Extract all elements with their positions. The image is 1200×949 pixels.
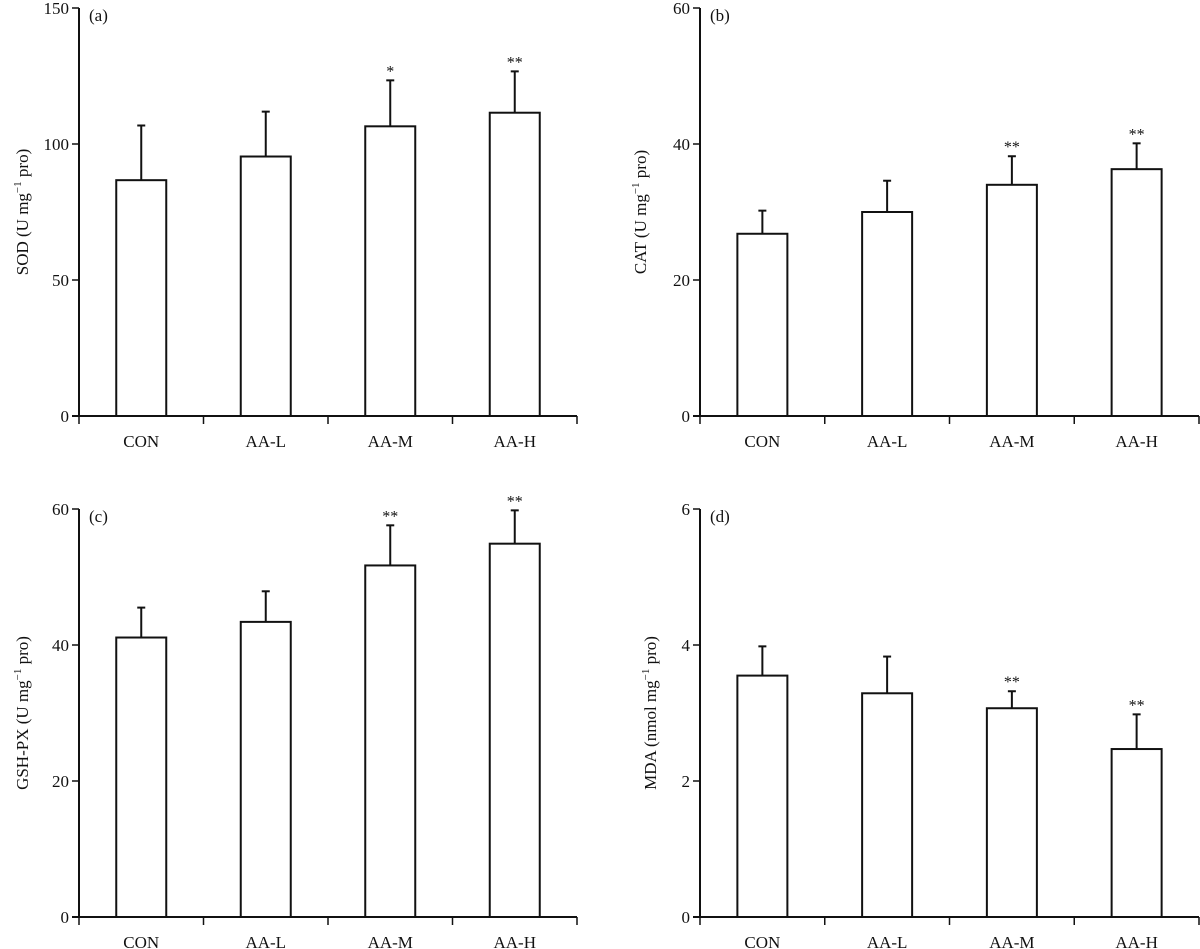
y-tick-label: 2 xyxy=(682,772,691,791)
bar-aa-h xyxy=(488,542,541,918)
significance-marker: ** xyxy=(1004,674,1020,691)
x-tick-label: AA-L xyxy=(245,432,286,451)
bar-aa-m xyxy=(985,707,1038,918)
y-axis-label-tail: pro) xyxy=(641,636,660,669)
y-axis-label-sup: −1 xyxy=(12,181,24,193)
bar-aa-l xyxy=(861,692,914,919)
bar-aa-m xyxy=(364,125,417,417)
y-axis-label-tail: pro) xyxy=(13,149,32,182)
significance-marker: ** xyxy=(1129,126,1145,143)
x-tick-label: CON xyxy=(744,432,780,451)
y-tick-label: 100 xyxy=(44,135,70,154)
y-tick-label: 50 xyxy=(52,271,69,290)
bar-aa-h xyxy=(1110,168,1163,417)
y-tick-label: 40 xyxy=(52,636,69,655)
x-tick-label: CON xyxy=(123,432,159,451)
panel-label: (a) xyxy=(89,6,108,25)
x-tick-label: AA-H xyxy=(1115,933,1158,949)
x-tick-label: AA-H xyxy=(1115,432,1158,451)
x-tick-label: CON xyxy=(744,933,780,949)
y-axis-label-tail: pro) xyxy=(13,636,32,669)
x-tick-label: AA-H xyxy=(494,432,537,451)
x-tick-label: AA-M xyxy=(989,933,1034,949)
x-tick-label: AA-M xyxy=(368,933,413,949)
x-tick-label: AA-L xyxy=(867,432,908,451)
significance-marker: ** xyxy=(1129,697,1145,714)
significance-marker: ** xyxy=(507,493,523,510)
y-axis-label-main: SOD (U mg xyxy=(13,193,32,276)
y-axis-label-main: CAT (U mg xyxy=(631,194,650,274)
y-tick-label: 60 xyxy=(673,0,690,18)
x-tick-label: AA-M xyxy=(368,432,413,451)
panel-label: (c) xyxy=(89,507,108,526)
y-tick-label: 20 xyxy=(52,772,69,791)
x-tick-label: AA-L xyxy=(867,933,908,949)
x-tick-label: AA-L xyxy=(245,933,286,949)
significance-marker: ** xyxy=(382,508,398,525)
y-axis-label-main: GSH-PX (U mg xyxy=(13,680,32,790)
bar-aa-l xyxy=(861,211,914,417)
y-tick-label: 4 xyxy=(682,636,691,655)
x-tick-label: AA-H xyxy=(494,933,537,949)
y-axis-label: MDA (nmol mg−1 pro) xyxy=(640,636,660,790)
y-tick-label: 20 xyxy=(673,271,690,290)
chart-panel-b: 0 20 40 60 CON AA-L ** AA-M ** AA-H (b) CAT (U mg−1… xyxy=(630,0,1200,451)
bar-aa-m xyxy=(985,183,1038,417)
chart-panel-c: 0 20 40 60 CON AA-L ** AA-M ** AA-H (c) GSH-PX (U m… xyxy=(12,493,578,949)
y-axis-label-main: MDA (nmol mg xyxy=(641,680,660,790)
x-tick-label: AA-M xyxy=(989,432,1034,451)
significance-marker: * xyxy=(386,63,394,80)
y-axis-label-sup: −1 xyxy=(12,669,24,681)
panel-label: (d) xyxy=(710,507,730,526)
bar-aa-l xyxy=(239,155,292,417)
bar-con xyxy=(115,179,168,417)
significance-marker: ** xyxy=(1004,139,1020,156)
bar-aa-l xyxy=(239,620,292,918)
bar-con xyxy=(115,636,168,919)
bar-con xyxy=(736,232,789,417)
panel-label: (b) xyxy=(710,6,730,25)
y-tick-label: 6 xyxy=(682,500,691,519)
bar-aa-h xyxy=(488,111,541,417)
y-tick-label: 40 xyxy=(673,135,690,154)
y-tick-label: 0 xyxy=(682,407,691,426)
chart-panel-d: 0 2 4 6 CON AA-L ** AA-M ** AA-H (d) MDA (nmol mg−1… xyxy=(640,500,1200,949)
y-axis-label-tail: pro) xyxy=(631,150,650,183)
y-axis-label: GSH-PX (U mg−1 pro) xyxy=(12,636,32,790)
bar-aa-h xyxy=(1110,748,1163,918)
y-tick-label: 0 xyxy=(61,407,70,426)
x-tick-label: CON xyxy=(123,933,159,949)
chart-panel-a: 0 50 100 150 CON AA-L * AA-M ** AA-H (a) SOD (U mg−… xyxy=(12,0,578,451)
y-axis-label: CAT (U mg−1 pro) xyxy=(630,150,650,274)
y-axis-label-sup: −1 xyxy=(630,182,642,194)
significance-marker: ** xyxy=(507,54,523,71)
bar-con xyxy=(736,674,789,918)
y-axis-label-sup: −1 xyxy=(640,669,652,681)
y-tick-label: 0 xyxy=(682,908,691,927)
y-tick-label: 60 xyxy=(52,500,69,519)
bar-aa-m xyxy=(364,564,417,918)
y-tick-label: 0 xyxy=(61,908,70,927)
y-tick-label: 150 xyxy=(44,0,70,18)
y-axis-label: SOD (U mg−1 pro) xyxy=(12,149,32,275)
